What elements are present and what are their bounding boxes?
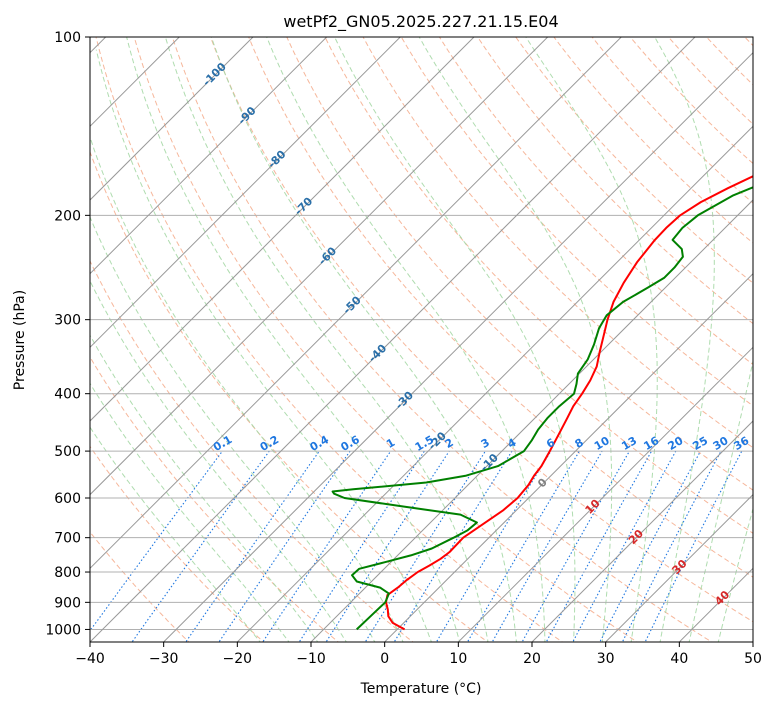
y-axis: 1000 900 800 700 600 500 400 300 200 100 <box>45 30 90 638</box>
dry-adiabat <box>171 37 713 642</box>
mixing-ratio-line <box>621 450 722 642</box>
mixing-ratio-line <box>131 450 270 642</box>
dewpoint-line <box>331 186 753 631</box>
x-tick-label: 10 <box>449 651 467 667</box>
x-tick-label: −40 <box>75 651 105 667</box>
mixing-ratio-line <box>90 450 223 632</box>
mixing-ratio-line <box>364 450 486 642</box>
plot-background <box>90 37 753 642</box>
moist-adiabat <box>90 382 290 642</box>
isotherm <box>90 37 623 570</box>
y-tick-label: 800 <box>54 565 81 581</box>
x-tick-label: −20 <box>223 651 253 667</box>
isotherm <box>90 37 696 642</box>
x-tick-label: 50 <box>744 651 762 667</box>
x-tick-label: −30 <box>149 651 179 667</box>
dry-adiabat <box>438 37 753 366</box>
isotherm <box>90 37 475 422</box>
moist-adiabat <box>90 334 319 642</box>
x-tick-label: −10 <box>296 651 326 667</box>
x-tick-label: 30 <box>597 651 615 667</box>
dry-adiabat <box>362 37 753 449</box>
mixing-ratio-line <box>491 450 603 642</box>
y-tick-label: 900 <box>54 595 81 611</box>
y-tick-label: 400 <box>54 387 81 403</box>
mixing-ratio-line <box>521 450 630 642</box>
skewed-isotherms <box>90 37 753 642</box>
mixing-ratio-line <box>644 450 743 642</box>
x-tick-label: 20 <box>523 651 541 667</box>
x-tick-label: 40 <box>670 651 688 667</box>
dry-adiabat <box>770 24 775 645</box>
y-tick-label: 100 <box>54 30 81 46</box>
isotherm <box>236 125 753 642</box>
isotherm <box>90 37 328 275</box>
y-tick-label: 600 <box>54 491 81 507</box>
isotherm <box>752 641 753 642</box>
isotherm <box>604 493 753 642</box>
y-tick-label: 300 <box>54 313 81 329</box>
profile-series <box>331 175 753 631</box>
dry-adiabat <box>90 150 489 642</box>
moist-adiabat <box>90 135 404 642</box>
isotherm <box>531 420 753 642</box>
isotherm <box>90 37 402 349</box>
dry-adiabat <box>324 37 753 491</box>
moist-adiabat <box>90 426 261 642</box>
mixing-ratio-line <box>599 450 701 642</box>
isotherm <box>90 37 549 496</box>
pressure-gridlines <box>90 37 753 630</box>
temperature-line <box>385 175 753 631</box>
mixing-ratio-line <box>572 450 677 642</box>
dry-adiabat <box>248 37 753 578</box>
isotherm <box>457 346 753 642</box>
mixing-ratio-line <box>298 450 425 642</box>
moist-adiabat <box>90 215 376 642</box>
dry-adiabat <box>286 37 753 534</box>
x-tick-label: 0 <box>380 651 389 667</box>
y-tick-label: 500 <box>54 444 81 460</box>
isotherm <box>162 51 753 642</box>
mixing-ratio-line <box>185 450 320 642</box>
y-tick-label: 700 <box>54 531 81 547</box>
plot-frame <box>89 36 754 643</box>
y-axis-label: Pressure (hPa) <box>12 290 28 390</box>
isotherm <box>310 199 753 642</box>
mixing-ratio-line <box>393 450 513 642</box>
x-axis-label: Temperature (°C) <box>360 681 482 697</box>
y-tick-label: 1000 <box>45 622 81 638</box>
isotherm <box>383 272 753 642</box>
x-axis: −40 −30 −20 −10 0 10 20 30 40 50 <box>75 642 762 667</box>
mixing-ratio-line <box>545 450 653 642</box>
y-tick-label: 200 <box>54 208 81 224</box>
chart-title: wetPf2_GN05.2025.227.21.15.E04 <box>283 12 558 32</box>
isotherm <box>90 37 254 201</box>
